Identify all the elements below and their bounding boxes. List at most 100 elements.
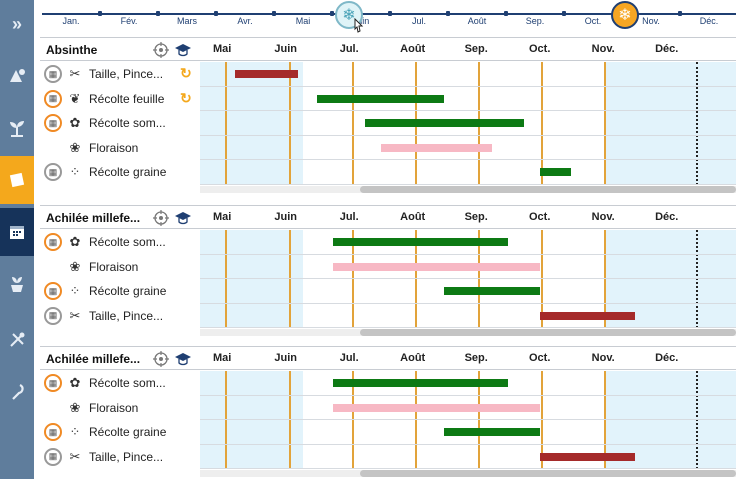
task-period-bar[interactable] — [444, 287, 540, 295]
seed-packet-icon[interactable]: ▦ — [44, 65, 62, 83]
month-divider — [289, 371, 291, 469]
task-row[interactable]: ▦ ⁘ Récolte graine — [40, 420, 736, 445]
task-row[interactable]: ❀ Floraison — [40, 395, 736, 420]
frost-period-shade — [604, 62, 736, 185]
task-period-bar[interactable] — [539, 168, 572, 176]
task-period-bar[interactable] — [364, 119, 524, 127]
task-row[interactable]: ▦ ✂ Taille, Pince... — [40, 444, 736, 469]
task-period-bar[interactable] — [317, 94, 445, 103]
scrollbar-thumb[interactable] — [360, 185, 736, 193]
task-row[interactable]: ❀ Floraison — [40, 254, 736, 279]
horizontal-scrollbar[interactable] — [200, 329, 736, 336]
timeline-tick — [446, 11, 450, 16]
month-divider — [478, 371, 480, 469]
target-icon[interactable] — [152, 41, 170, 59]
plant-add-icon[interactable] — [0, 52, 34, 100]
seeds-icon: ⁘ — [69, 283, 81, 298]
task-label-cell: ▦ ✿ Récolte som... — [40, 111, 200, 136]
task-row[interactable]: ❀ Floraison — [40, 135, 736, 160]
month-header: Jul. — [339, 211, 359, 223]
seed-packet-icon[interactable]: ▦ — [44, 114, 62, 132]
calendar-grid — [200, 371, 736, 469]
task-period-bar[interactable] — [444, 428, 540, 436]
horizontal-scrollbar[interactable] — [200, 470, 736, 477]
timeline-month-label: Mai — [295, 16, 311, 26]
task-row[interactable]: ▦ ❦ Récolte feuille ↻ — [40, 86, 736, 111]
hat-icon[interactable] — [174, 41, 192, 59]
task-period-bar[interactable] — [333, 379, 508, 387]
task-name: Floraison — [89, 140, 139, 155]
repeat-icon[interactable]: ↻ — [180, 89, 192, 106]
flower-top-icon: ✿ — [69, 375, 81, 390]
scrollbar-thumb[interactable] — [360, 470, 736, 477]
task-row[interactable]: ▦ ✂ Taille, Pince... ↻ — [40, 62, 736, 87]
target-icon[interactable] — [152, 350, 170, 368]
task-name: Taille, Pince... — [89, 67, 164, 81]
year-timeline[interactable]: Jan.Fév.MarsAvr.MaiJuinJul.AoûtSep.Oct.N… — [34, 0, 736, 36]
plant-actions — [152, 209, 192, 227]
plant-name[interactable]: Achilée millefe... — [46, 211, 141, 225]
timeline-month-label: Jan. — [62, 16, 80, 26]
hat-icon[interactable] — [174, 350, 192, 368]
task-row[interactable]: ▦ ⁘ Récolte graine — [40, 160, 736, 185]
month-divider — [604, 230, 606, 328]
task-row[interactable]: ▦ ✿ Récolte som... — [40, 371, 736, 396]
seedling-icon[interactable] — [0, 104, 34, 152]
tools-icon[interactable] — [0, 316, 34, 364]
task-period-bar[interactable] — [333, 262, 540, 271]
task-period-bar[interactable] — [234, 70, 299, 78]
seed-packet-icon[interactable]: ▦ — [44, 163, 62, 181]
task-period-bar[interactable] — [539, 311, 635, 320]
plant-name[interactable]: Absinthe — [46, 43, 98, 57]
pot-icon[interactable] — [0, 260, 34, 308]
calendar-icon[interactable] — [0, 208, 34, 256]
task-period-bar[interactable] — [380, 143, 492, 152]
task-period-bar[interactable] — [333, 238, 508, 246]
task-row[interactable]: ▦ ⁘ Récolte graine — [40, 279, 736, 304]
today-marker — [696, 371, 698, 469]
month-header: Nov. — [591, 352, 615, 364]
task-period-bar[interactable] — [539, 452, 635, 461]
today-marker — [696, 62, 698, 185]
target-icon[interactable] — [152, 209, 170, 227]
timeline-month-label: Mars — [177, 16, 197, 26]
month-header: Mai — [213, 352, 232, 364]
timeline-month-label: Nov. — [642, 16, 660, 26]
hat-icon[interactable] — [174, 209, 192, 227]
flower-icon: ❀ — [69, 399, 81, 415]
month-header: Juin — [274, 43, 297, 55]
month-header: Mai — [213, 43, 232, 55]
task-name: Taille, Pince... — [89, 449, 164, 464]
flower-icon: ❀ — [69, 139, 81, 155]
task-row[interactable]: ▦ ✂ Taille, Pince... — [40, 303, 736, 328]
plant-name[interactable]: Achilée millefe... — [46, 352, 141, 366]
task-row[interactable]: ▦ ✿ Récolte som... — [40, 111, 736, 136]
timeline-month-label: Avr. — [237, 16, 253, 26]
plant-section: Achilée millefe... Mai Juin Jul. Août Sep. Oct… — [40, 205, 736, 338]
timeline-month-label: Fév. — [120, 16, 138, 26]
repeat-icon[interactable]: ↻ — [180, 65, 192, 81]
seed-packet-icon[interactable]: ▦ — [44, 423, 62, 441]
scrollbar-thumb[interactable] — [360, 329, 736, 336]
expand-chevrons-icon[interactable]: » — [11, 13, 22, 34]
month-header: Juin — [274, 211, 297, 223]
timeline-tick — [156, 11, 160, 16]
horizontal-scrollbar[interactable] — [200, 185, 736, 193]
month-divider — [604, 371, 606, 469]
task-name: Récolte graine — [89, 425, 167, 439]
task-row[interactable]: ▦ ✿ Récolte som... — [40, 230, 736, 255]
frost-icon[interactable]: ❄ — [611, 1, 639, 29]
hook-icon[interactable] — [0, 368, 34, 416]
seed-packet-icon[interactable]: ▦ — [44, 374, 62, 392]
plant-section: Achilée millefe... Mai Juin Jul. Août Sep. Oct… — [40, 346, 736, 479]
seed-packet-icon[interactable]: ▦ — [44, 233, 62, 251]
seed-packet-icon[interactable]: ▦ — [44, 89, 62, 108]
timeline-month-label: Sep. — [525, 16, 545, 26]
task-label-cell: ▦ ❦ Récolte feuille ↻ — [40, 86, 200, 111]
seed-packet-icon[interactable]: ▦ — [44, 447, 62, 466]
month-header: Sep. — [464, 43, 488, 55]
task-period-bar[interactable] — [333, 403, 540, 412]
seed-packet-icon[interactable]: ▦ — [44, 282, 62, 300]
note-icon[interactable] — [0, 156, 34, 204]
seed-packet-icon[interactable]: ▦ — [44, 306, 62, 325]
